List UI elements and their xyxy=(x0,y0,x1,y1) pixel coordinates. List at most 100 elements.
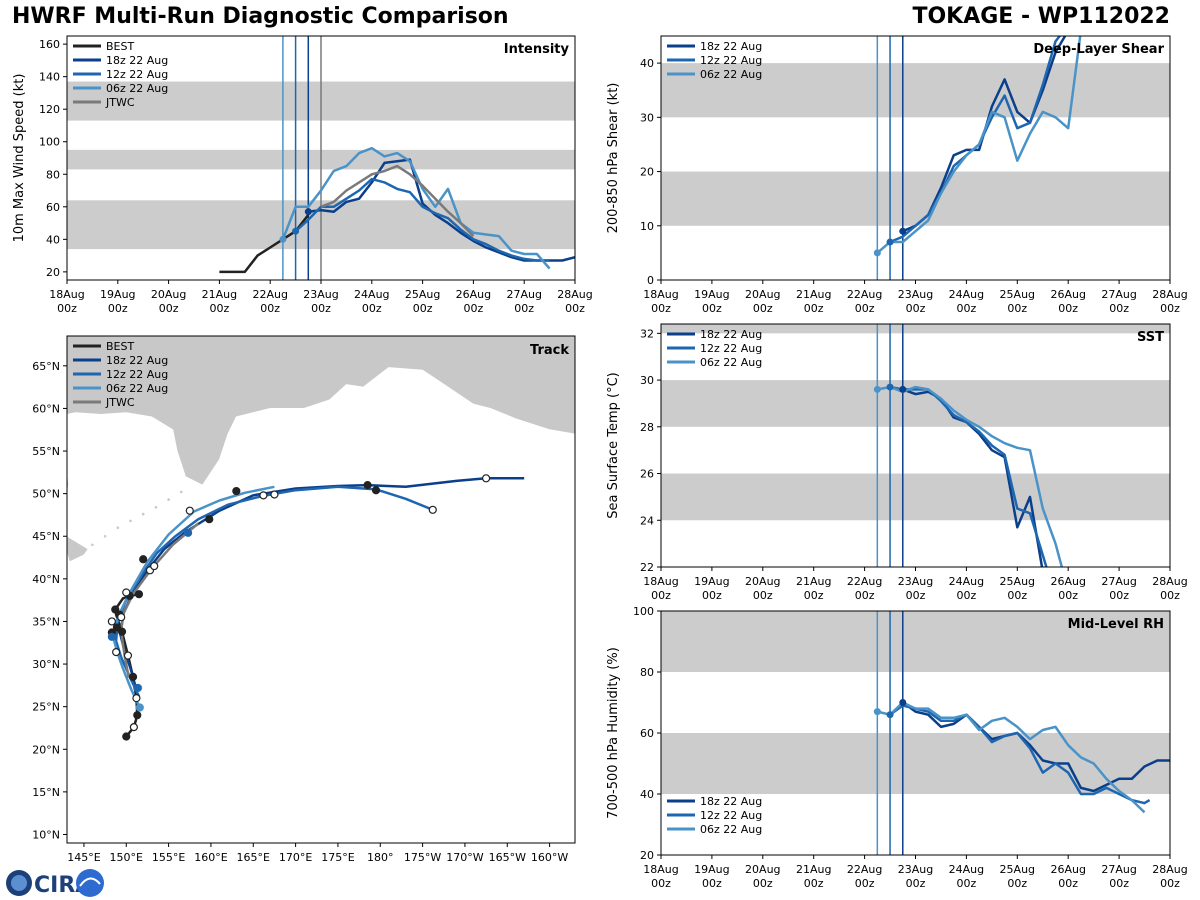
figure-title-right: TOKAGE - WP112022 xyxy=(912,4,1170,29)
track-point xyxy=(139,555,148,564)
init-marker xyxy=(899,699,907,706)
track-line-18z-22-aug xyxy=(119,477,525,690)
x-tick-label: 26Aug xyxy=(1050,863,1085,876)
threshold-band xyxy=(661,171,1170,226)
x-tick-label: 18Aug xyxy=(643,288,678,301)
legend-label: 18z 22 Aug xyxy=(106,54,168,67)
y-tick-label: 100 xyxy=(39,136,60,149)
x-tick-label: 24Aug xyxy=(354,288,389,301)
track-point-open xyxy=(132,694,141,703)
legend-label: 12z 22 Aug xyxy=(700,809,762,822)
legend-label: 06z 22 Aug xyxy=(106,82,168,95)
x-tick-label: 00z xyxy=(651,589,671,602)
track-point xyxy=(135,703,144,712)
threshold-band xyxy=(661,63,1170,118)
legend-label: BEST xyxy=(106,340,134,353)
x-tick-label: 00z xyxy=(957,589,977,602)
y-tick-label: 80 xyxy=(640,666,654,679)
y-axis-label: 200-850 hPa Shear (kt) xyxy=(606,83,621,234)
panel-title: Track xyxy=(530,343,569,358)
x-tick-label: 175°W xyxy=(404,851,441,864)
init-marker xyxy=(873,249,881,257)
x-tick-label: 27Aug xyxy=(506,288,541,301)
track-point xyxy=(133,683,142,693)
track-point-open xyxy=(107,617,116,626)
init-marker xyxy=(886,238,894,246)
x-tick-label: 19Aug xyxy=(694,863,729,876)
track-point-open xyxy=(150,561,159,571)
series-group xyxy=(873,36,1082,257)
x-tick-label: 00z xyxy=(1109,877,1129,890)
y-tick-label: 30 xyxy=(640,374,654,387)
x-tick-label: 00z xyxy=(514,302,534,315)
x-tick-label: 24Aug xyxy=(949,288,984,301)
x-tick-label: 00z xyxy=(906,877,926,890)
panel-track: 145°E 150°E 155°E 160°E 165°E 170°E 175°E 180° 1… xyxy=(32,335,576,864)
legend-label: 12z 22 Aug xyxy=(106,368,168,381)
series-line-06z-22-aug xyxy=(877,701,1146,814)
x-tick-label: 175°E xyxy=(321,851,354,864)
series-line-06z-22-aug xyxy=(877,385,1064,567)
init-marker xyxy=(873,385,881,393)
track-point xyxy=(111,605,120,614)
x-tick-label: 00z xyxy=(702,877,722,890)
y-tick-label: 20 xyxy=(640,166,654,179)
x-tick-label: 00z xyxy=(804,589,824,602)
x-tick-label: 21Aug xyxy=(796,863,831,876)
track-point-open xyxy=(112,648,121,657)
x-tick-label: 180° xyxy=(367,851,394,864)
x-tick-label: 18Aug xyxy=(49,288,84,301)
x-tick-label: 00z xyxy=(753,589,773,602)
x-tick-label: 28Aug xyxy=(557,288,592,301)
x-tick-label: 27Aug xyxy=(1101,288,1136,301)
legend-label: 18z 22 Aug xyxy=(700,40,762,53)
y-tick-label: 24 xyxy=(640,514,654,527)
x-tick-label: 00z xyxy=(1007,877,1027,890)
y-tick-label: 40°N xyxy=(32,573,60,586)
panel-title: Mid-Level RH xyxy=(1068,617,1164,632)
x-tick-label: 26Aug xyxy=(1050,288,1085,301)
x-tick-label: 28Aug xyxy=(1152,575,1187,588)
x-tick-label: 00z xyxy=(957,302,977,315)
x-tick-label: 00z xyxy=(855,302,875,315)
legend-label: JTWC xyxy=(105,96,135,109)
x-tick-label: 25Aug xyxy=(1000,863,1035,876)
series-line-18z-22-aug xyxy=(902,701,1170,793)
x-tick-label: 19Aug xyxy=(694,575,729,588)
x-tick-label: 21Aug xyxy=(796,575,831,588)
x-tick-label: 00z xyxy=(413,302,433,315)
threshold-band xyxy=(661,733,1170,794)
x-tick-label: 25Aug xyxy=(405,288,440,301)
x-tick-label: 145°E xyxy=(67,851,100,864)
y-tick-label: 26 xyxy=(640,468,654,481)
panel-title: SST xyxy=(1137,330,1164,345)
track-point xyxy=(183,528,193,537)
axes-frame xyxy=(66,335,576,844)
panel-title: Deep-Layer Shear xyxy=(1033,42,1164,57)
x-tick-label: 00z xyxy=(804,302,824,315)
x-tick-label: 00z xyxy=(57,302,77,315)
init-marker xyxy=(279,235,287,243)
y-tick-label: 35°N xyxy=(32,615,60,628)
y-tick-label: 10 xyxy=(640,220,654,233)
track-point-open xyxy=(428,505,437,514)
y-tick-label: 80 xyxy=(46,168,60,181)
x-tick-label: 00z xyxy=(1109,589,1129,602)
x-tick-label: 00z xyxy=(753,877,773,890)
x-tick-label: 20Aug xyxy=(151,288,186,301)
track-point xyxy=(112,623,122,632)
x-tick-label: 28Aug xyxy=(1152,863,1187,876)
series-line-06z-22-aug xyxy=(876,36,1082,254)
y-tick-label: 50°N xyxy=(32,488,60,501)
x-tick-label: 23Aug xyxy=(898,575,933,588)
series-line-12z-22-aug xyxy=(889,385,1048,567)
y-tick-label: 30°N xyxy=(32,658,60,671)
land-mass xyxy=(67,535,89,563)
track-point xyxy=(134,590,144,599)
track-line-jtwc xyxy=(119,522,200,678)
x-tick-label: 26Aug xyxy=(1050,575,1085,588)
y-tick-label: 65°N xyxy=(32,360,60,373)
x-tick-label: 00z xyxy=(210,302,230,315)
y-tick-label: 20 xyxy=(640,849,654,862)
y-tick-label: 20°N xyxy=(32,743,60,756)
